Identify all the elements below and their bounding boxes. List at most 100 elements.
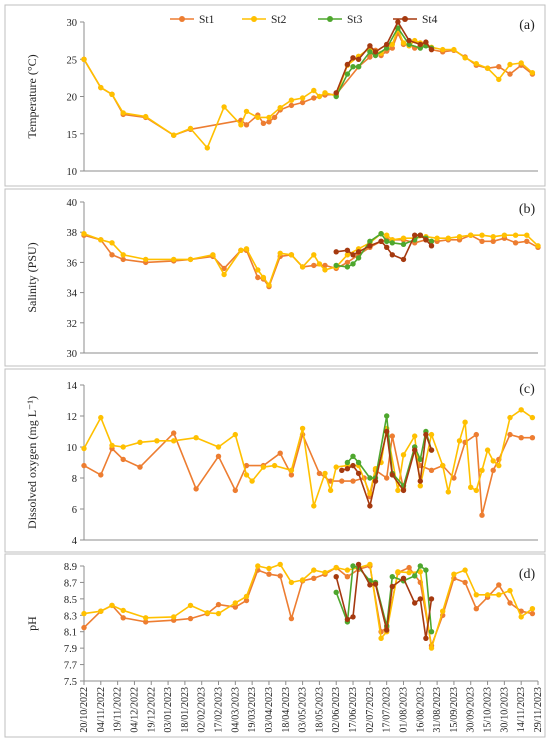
data-point [299,99,306,106]
data-point [81,56,87,62]
y-tick-label: 40 [67,198,78,209]
data-point [367,54,373,60]
data-point [215,610,222,617]
data-point [355,459,362,466]
x-tick-label: 03/05/2023 [298,687,309,733]
data-point [109,91,115,98]
data-point [355,561,362,568]
data-point [484,592,491,598]
data-point [137,464,143,470]
legend-label: St1 [199,14,215,26]
data-point [350,63,356,70]
data-point [98,84,104,91]
x-tick-label: 04/11/2022 [96,687,107,732]
x-tick-label: 17/07/2023 [382,687,393,733]
data-point [215,444,222,450]
x-tick-label: 04/12/2022 [129,687,140,733]
data-point [344,574,351,580]
data-point [243,462,250,469]
data-point [109,240,115,246]
data-point [344,466,351,472]
data-point [512,240,519,246]
data-point [434,235,440,241]
data-point [120,456,126,463]
data-point [221,265,227,272]
data-point [187,615,194,622]
panel-tag: (b) [519,202,536,217]
data-point [518,407,524,413]
x-tick-label: 14/11/2023 [516,687,527,732]
x-tick-label: 02/06/2023 [331,687,342,733]
data-point [109,442,115,449]
data-point [333,564,339,571]
data-point [355,255,362,261]
data-point [327,487,334,494]
data-point [507,587,513,594]
data-point [473,61,479,67]
series-st1 [81,232,541,290]
data-point [473,487,479,494]
panel-frame [4,188,546,367]
x-tick-label: 18/01/2023 [180,687,191,733]
data-point [479,238,485,244]
panel-3: 4 6 8 10 12 14 Dissolved oxygen (mg L⁻¹) (c) [4,368,546,553]
data-point [288,467,295,473]
data-point [249,478,255,484]
data-point [143,256,149,263]
panel-4: 7.5 7.7 7.9 8.1 8.3 8.5 8.7 8.9 pH (d) [4,553,546,738]
data-point [277,105,283,111]
data-point [384,45,390,51]
data-point [389,472,395,478]
data-point [333,589,339,595]
data-point [187,125,194,132]
data-point [428,645,435,651]
data-point [484,447,491,453]
data-point [120,110,126,116]
data-point [372,581,379,587]
data-point [400,487,407,494]
data-point [215,453,222,459]
data-point [440,462,446,469]
data-point [355,56,362,62]
data-point [255,274,261,281]
data-point [456,234,463,240]
y-tick-label: 8 [72,474,77,485]
x-tick-label: 20/10/2022 [79,687,90,733]
data-point [243,593,250,600]
data-point [299,264,306,270]
data-point [496,592,502,598]
data-point [384,41,390,48]
data-point [367,490,373,497]
data-point [299,95,306,101]
data-point [440,46,446,53]
series-st4 [333,561,435,641]
data-point [428,46,435,53]
data-point [395,19,401,25]
data-point [389,433,395,439]
series-st2 [81,561,536,651]
panel-frame [4,553,546,738]
x-tick-label: 02/07/2023 [365,687,376,733]
data-point [344,259,351,266]
data-point [143,113,149,120]
data-point [367,582,373,588]
panel-tag: (a) [519,18,535,33]
data-point [266,571,272,577]
data-point [311,95,317,101]
data-point [98,414,104,421]
data-point [384,413,390,419]
data-point [322,569,328,576]
x-tick-label: 19/03/2023 [247,687,258,733]
data-point [524,232,530,238]
data-point [428,447,435,453]
x-tick-label: 15/09/2023 [449,687,460,733]
data-point [440,608,446,614]
data-point [423,237,429,243]
data-point [255,563,261,569]
legend-entry-st1: St1 [170,14,215,26]
data-point [529,414,536,421]
data-point [372,478,379,484]
data-point [378,635,384,641]
data-point [355,249,362,255]
data-point [462,419,468,425]
